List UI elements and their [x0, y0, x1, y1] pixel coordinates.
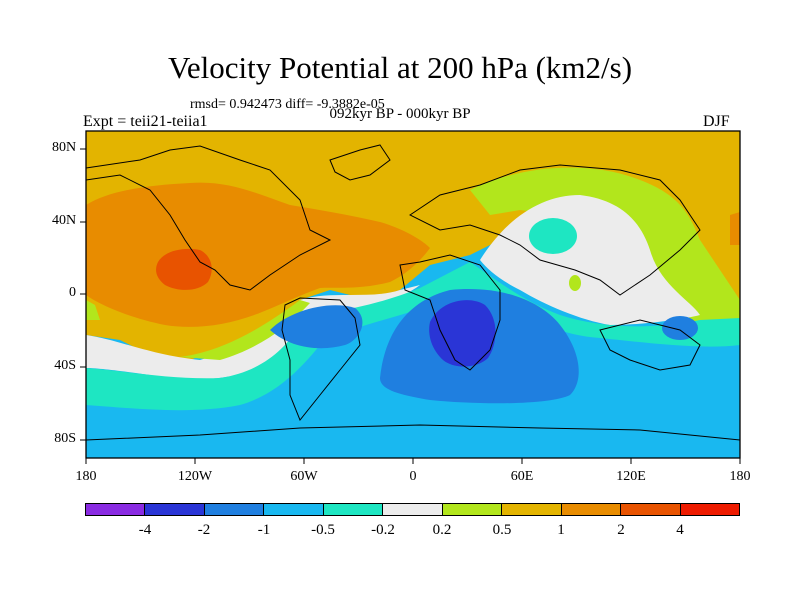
lat-label-80s: 80S: [54, 431, 76, 446]
colorbar-box: [560, 503, 622, 516]
lon-label-0: 0: [409, 469, 417, 484]
season-label: DJF: [703, 113, 730, 130]
lon-label-120w: 120W: [177, 469, 213, 484]
colorbar-box: [322, 503, 384, 516]
lon-label-180w: 180: [75, 469, 97, 484]
axis-ticks: [80, 148, 741, 464]
lat-label-0: 0: [69, 285, 76, 300]
colorbar-label: -1: [257, 522, 271, 538]
contour-fill-minus-2-to-minus-4: [429, 300, 496, 367]
stats-line: rmsd= 0.942473 diff= -9.3882e-05: [190, 97, 385, 112]
colorbar: [85, 503, 740, 516]
colorbar-label: -4: [138, 522, 152, 538]
coastlines: [86, 144, 740, 441]
contour-fill-minus-0.5-asia: [529, 218, 577, 254]
colorbar-box: [203, 503, 265, 516]
colorbar-label: 0.2: [432, 522, 452, 538]
colorbar-box: [441, 503, 503, 516]
lon-label-120e: 120E: [616, 469, 646, 484]
colorbar-box: [144, 503, 205, 516]
colorbar-label: 2: [617, 522, 625, 538]
colorbar-label: 0.5: [492, 522, 512, 538]
colorbar-label: -0.2: [371, 522, 395, 538]
lat-label-40s: 40S: [54, 358, 76, 373]
experiment-label: Expt = teii21-teiia1: [83, 113, 208, 130]
colorbar-box: [263, 503, 324, 516]
colorbar-box: [85, 503, 146, 516]
colorbar-label: 1: [557, 522, 565, 538]
colorbar-label: -0.5: [311, 522, 335, 538]
lat-label-40n: 40N: [52, 213, 77, 228]
colorbar-box: [620, 503, 681, 516]
plot-subtitle: 092kyr BP - 000kyr BP: [329, 106, 471, 122]
colorbar-label: -2: [197, 522, 211, 538]
lon-label-60w: 60W: [290, 469, 318, 484]
plot-title: Velocity Potential at 200 hPa (km2/s): [167, 50, 633, 85]
lat-label-80n: 80N: [52, 140, 77, 155]
lon-label-60e: 60E: [510, 469, 534, 484]
colorbar-box: [679, 503, 740, 516]
colorbar-label: 4: [676, 522, 684, 538]
contour-fill-minus-0.2-to-minus-0.5: [86, 262, 740, 411]
colorbar-box: [382, 503, 443, 516]
colorbar-box: [501, 503, 562, 516]
lon-label-180e: 180: [729, 469, 751, 484]
